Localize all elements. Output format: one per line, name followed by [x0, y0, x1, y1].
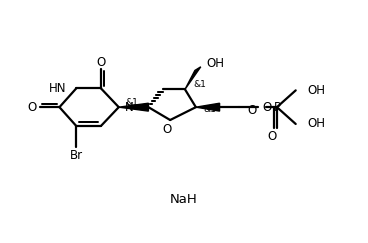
Text: NaH: NaH	[170, 193, 198, 206]
Text: OH: OH	[207, 57, 225, 70]
Text: HN: HN	[49, 82, 66, 95]
Text: &1: &1	[193, 80, 206, 89]
Text: Br: Br	[70, 149, 83, 162]
Text: &1: &1	[204, 105, 217, 114]
Text: O: O	[262, 101, 272, 114]
Text: O: O	[163, 123, 172, 136]
Text: O: O	[268, 130, 277, 143]
Text: O: O	[27, 101, 36, 114]
Text: OH: OH	[308, 117, 326, 130]
Text: O: O	[247, 104, 256, 117]
Text: P: P	[273, 101, 280, 114]
Polygon shape	[196, 103, 220, 111]
Text: O: O	[96, 56, 106, 69]
Text: &1: &1	[125, 98, 138, 107]
Text: OH: OH	[308, 84, 326, 97]
Polygon shape	[119, 103, 148, 111]
Polygon shape	[185, 67, 201, 89]
Text: N: N	[125, 101, 134, 114]
